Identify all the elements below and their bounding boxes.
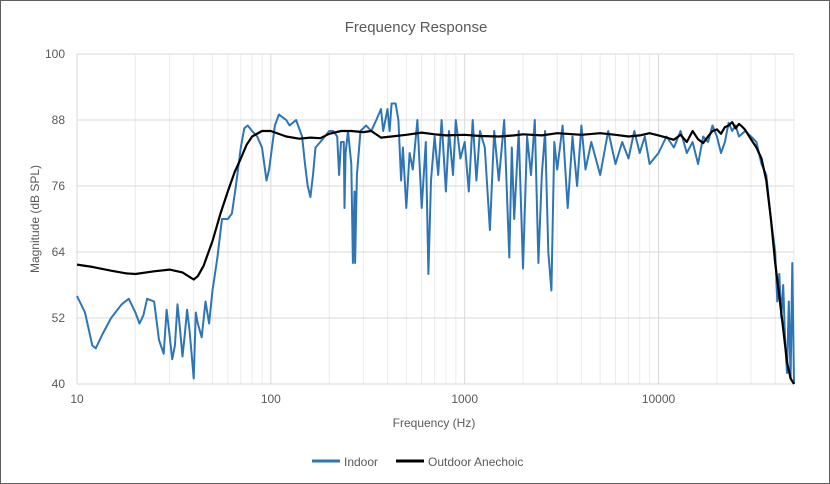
x-tick-label: 10	[70, 392, 84, 406]
x-tick-label: 100	[261, 392, 281, 406]
legend-label-outdoor-anechoic: Outdoor Anechoic	[428, 455, 523, 469]
series-line-indoor	[76, 102, 795, 385]
y-tick-label: 40	[52, 377, 66, 391]
legend: Indoor Outdoor Anechoic	[312, 455, 523, 469]
x-axis-label: Frequency (Hz)	[393, 416, 476, 430]
x-tick-label: 1000	[451, 392, 478, 406]
legend-label-indoor: Indoor	[344, 455, 378, 469]
y-tick-labels: 40 52 64 76 88 100	[45, 47, 65, 391]
series-line-outdoor-anechoic	[76, 121, 795, 385]
chart-title: Frequency Response	[345, 19, 488, 36]
x-tick-labels: 10 100 1000 10000	[70, 392, 675, 406]
x-tick-label: 10000	[642, 392, 676, 406]
series-group	[76, 102, 795, 385]
y-axis-label: Magnitude (dB SPL)	[28, 165, 42, 273]
grid	[76, 53, 795, 385]
y-tick-label: 88	[52, 113, 66, 127]
y-tick-label: 100	[45, 47, 65, 61]
y-tick-label: 76	[52, 179, 66, 193]
y-tick-label: 52	[52, 311, 66, 325]
y-tick-label: 64	[52, 245, 66, 259]
